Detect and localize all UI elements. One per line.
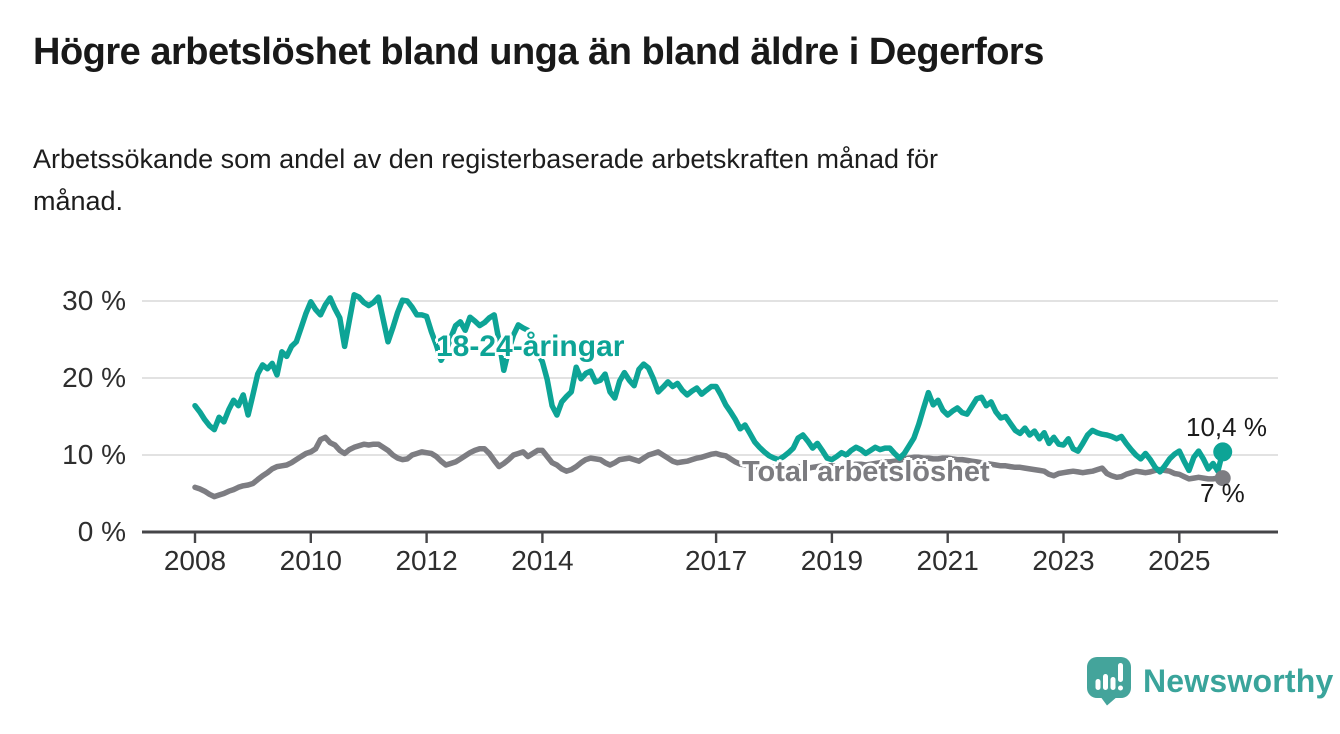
y-axis-label: 10 % [62, 439, 126, 470]
x-axis-label: 2017 [684, 545, 748, 576]
x-axis-label: 2025 [1148, 545, 1211, 576]
end-value-label-young: 10,4 % [1186, 412, 1267, 442]
series-label-young: 18-24-åringar [436, 330, 625, 363]
x-axis-label: 2008 [163, 545, 227, 576]
end-dot-total [1214, 470, 1231, 487]
newsworthy-wordmark: Newsworthy [1143, 662, 1334, 699]
x-axis-label: 2012 [395, 545, 458, 576]
end-value-label-total: 7 % [1200, 478, 1245, 508]
series-label-total: Total arbetslöshet [742, 456, 990, 488]
series-line-total [192, 434, 1226, 500]
newsworthy-logo[interactable]: Newsworthy [1086, 656, 1333, 706]
series-line-young [192, 292, 1226, 475]
x-axis-label: 2014 [511, 545, 574, 576]
newsworthy-logo-icon [1087, 657, 1131, 706]
chart-title: Högre arbetslöshet bland unga än bland ä… [33, 31, 1044, 73]
y-axis-label: 20 % [62, 362, 126, 393]
x-axis-label: 2021 [916, 545, 979, 576]
x-axis-label: 2023 [1032, 545, 1095, 576]
y-axis-label: 0 % [77, 516, 126, 547]
x-axis-label: 2010 [279, 545, 342, 576]
y-axis-label: 30 % [62, 285, 126, 316]
end-dot-young [1213, 442, 1233, 462]
x-axis-label: 2019 [800, 545, 864, 576]
chart-subtitle: Arbetssökande som andel av den registerb… [33, 144, 939, 216]
